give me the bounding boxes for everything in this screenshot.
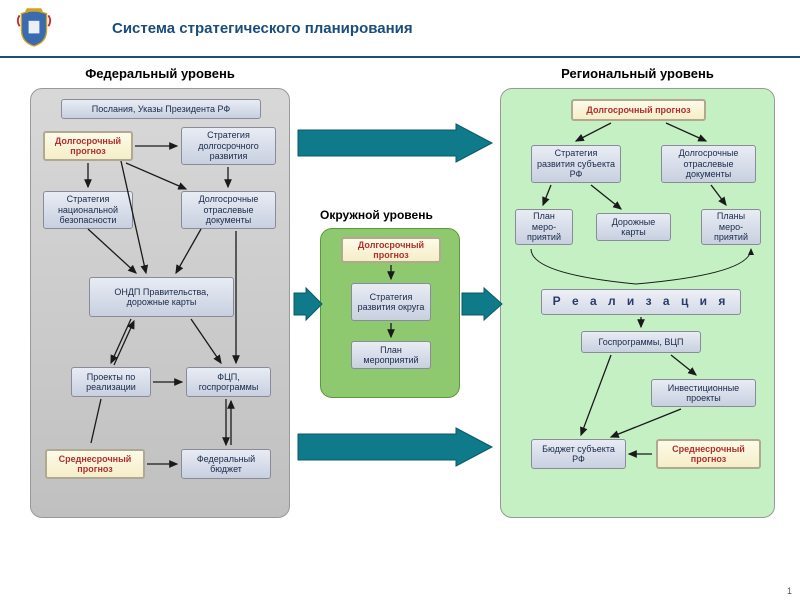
- reg-budget: Бюджет субъекта РФ: [531, 439, 626, 469]
- big-arrow-3: [460, 286, 504, 322]
- reg-invest: Инвестиционные проекты: [651, 379, 756, 407]
- reg-realization: Р е а л и з а ц и я: [541, 289, 741, 315]
- fed-mid-forecast: Среднесрочный прогноз: [45, 449, 145, 479]
- fed-strategy-dev: Стратегия долгосрочного развития: [181, 127, 276, 165]
- fed-fcp: ФЦП, госпрограммы: [186, 367, 271, 397]
- header: Система стратегического планирования: [0, 0, 800, 58]
- page-title: Система стратегического планирования: [112, 20, 413, 37]
- fed-nat-security: Стратегия национальной безопасности: [43, 191, 133, 229]
- reg-strategy: Стратегия развития субъекта РФ: [531, 145, 621, 183]
- federal-panel: Послания, Указы Президента РФ Долгосрочн…: [30, 88, 290, 518]
- district-title: Окружной уровень: [320, 208, 433, 222]
- reg-gosprograms: Госпрограммы, ВЦП: [581, 331, 701, 353]
- big-arrow-1: [296, 122, 494, 164]
- reg-roadmaps: Дорожные карты: [596, 213, 671, 241]
- reg-plan1: План меро-приятий: [515, 209, 573, 245]
- region-emblem-icon: [16, 8, 52, 48]
- reg-mid-forecast: Среднесрочный прогноз: [656, 439, 761, 469]
- dist-plan: План мероприятий: [351, 341, 431, 369]
- page-number: 1: [787, 586, 792, 596]
- district-panel: Долгосрочный прогноз Стратегия развития …: [320, 228, 460, 398]
- regional-title: Региональный уровень: [500, 66, 775, 81]
- fed-long-forecast: Долгосрочный прогноз: [43, 131, 133, 161]
- federal-title: Федеральный уровень: [30, 66, 290, 81]
- reg-long-forecast: Долгосрочный прогноз: [571, 99, 706, 121]
- fed-sector-docs: Долгосрочные отраслевые документы: [181, 191, 276, 229]
- fed-ondp: ОНДП Правительства, дорожные карты: [89, 277, 234, 317]
- regional-panel: Долгосрочный прогноз Стратегия развития …: [500, 88, 775, 518]
- fed-presidential: Послания, Указы Президента РФ: [61, 99, 261, 119]
- reg-plan2: Планы меро-приятий: [701, 209, 761, 245]
- diagram: Федеральный уровень Региональный уровень…: [0, 58, 800, 598]
- fed-projects: Проекты по реализации: [71, 367, 151, 397]
- big-arrow-4: [296, 426, 494, 468]
- fed-budget: Федеральный бюджет: [181, 449, 271, 479]
- big-arrow-2: [292, 286, 324, 322]
- reg-sector-docs: Долгосрочные отраслевые документы: [661, 145, 756, 183]
- dist-strategy: Стратегия развития округа: [351, 283, 431, 321]
- dist-long-forecast: Долгосрочный прогноз: [341, 237, 441, 263]
